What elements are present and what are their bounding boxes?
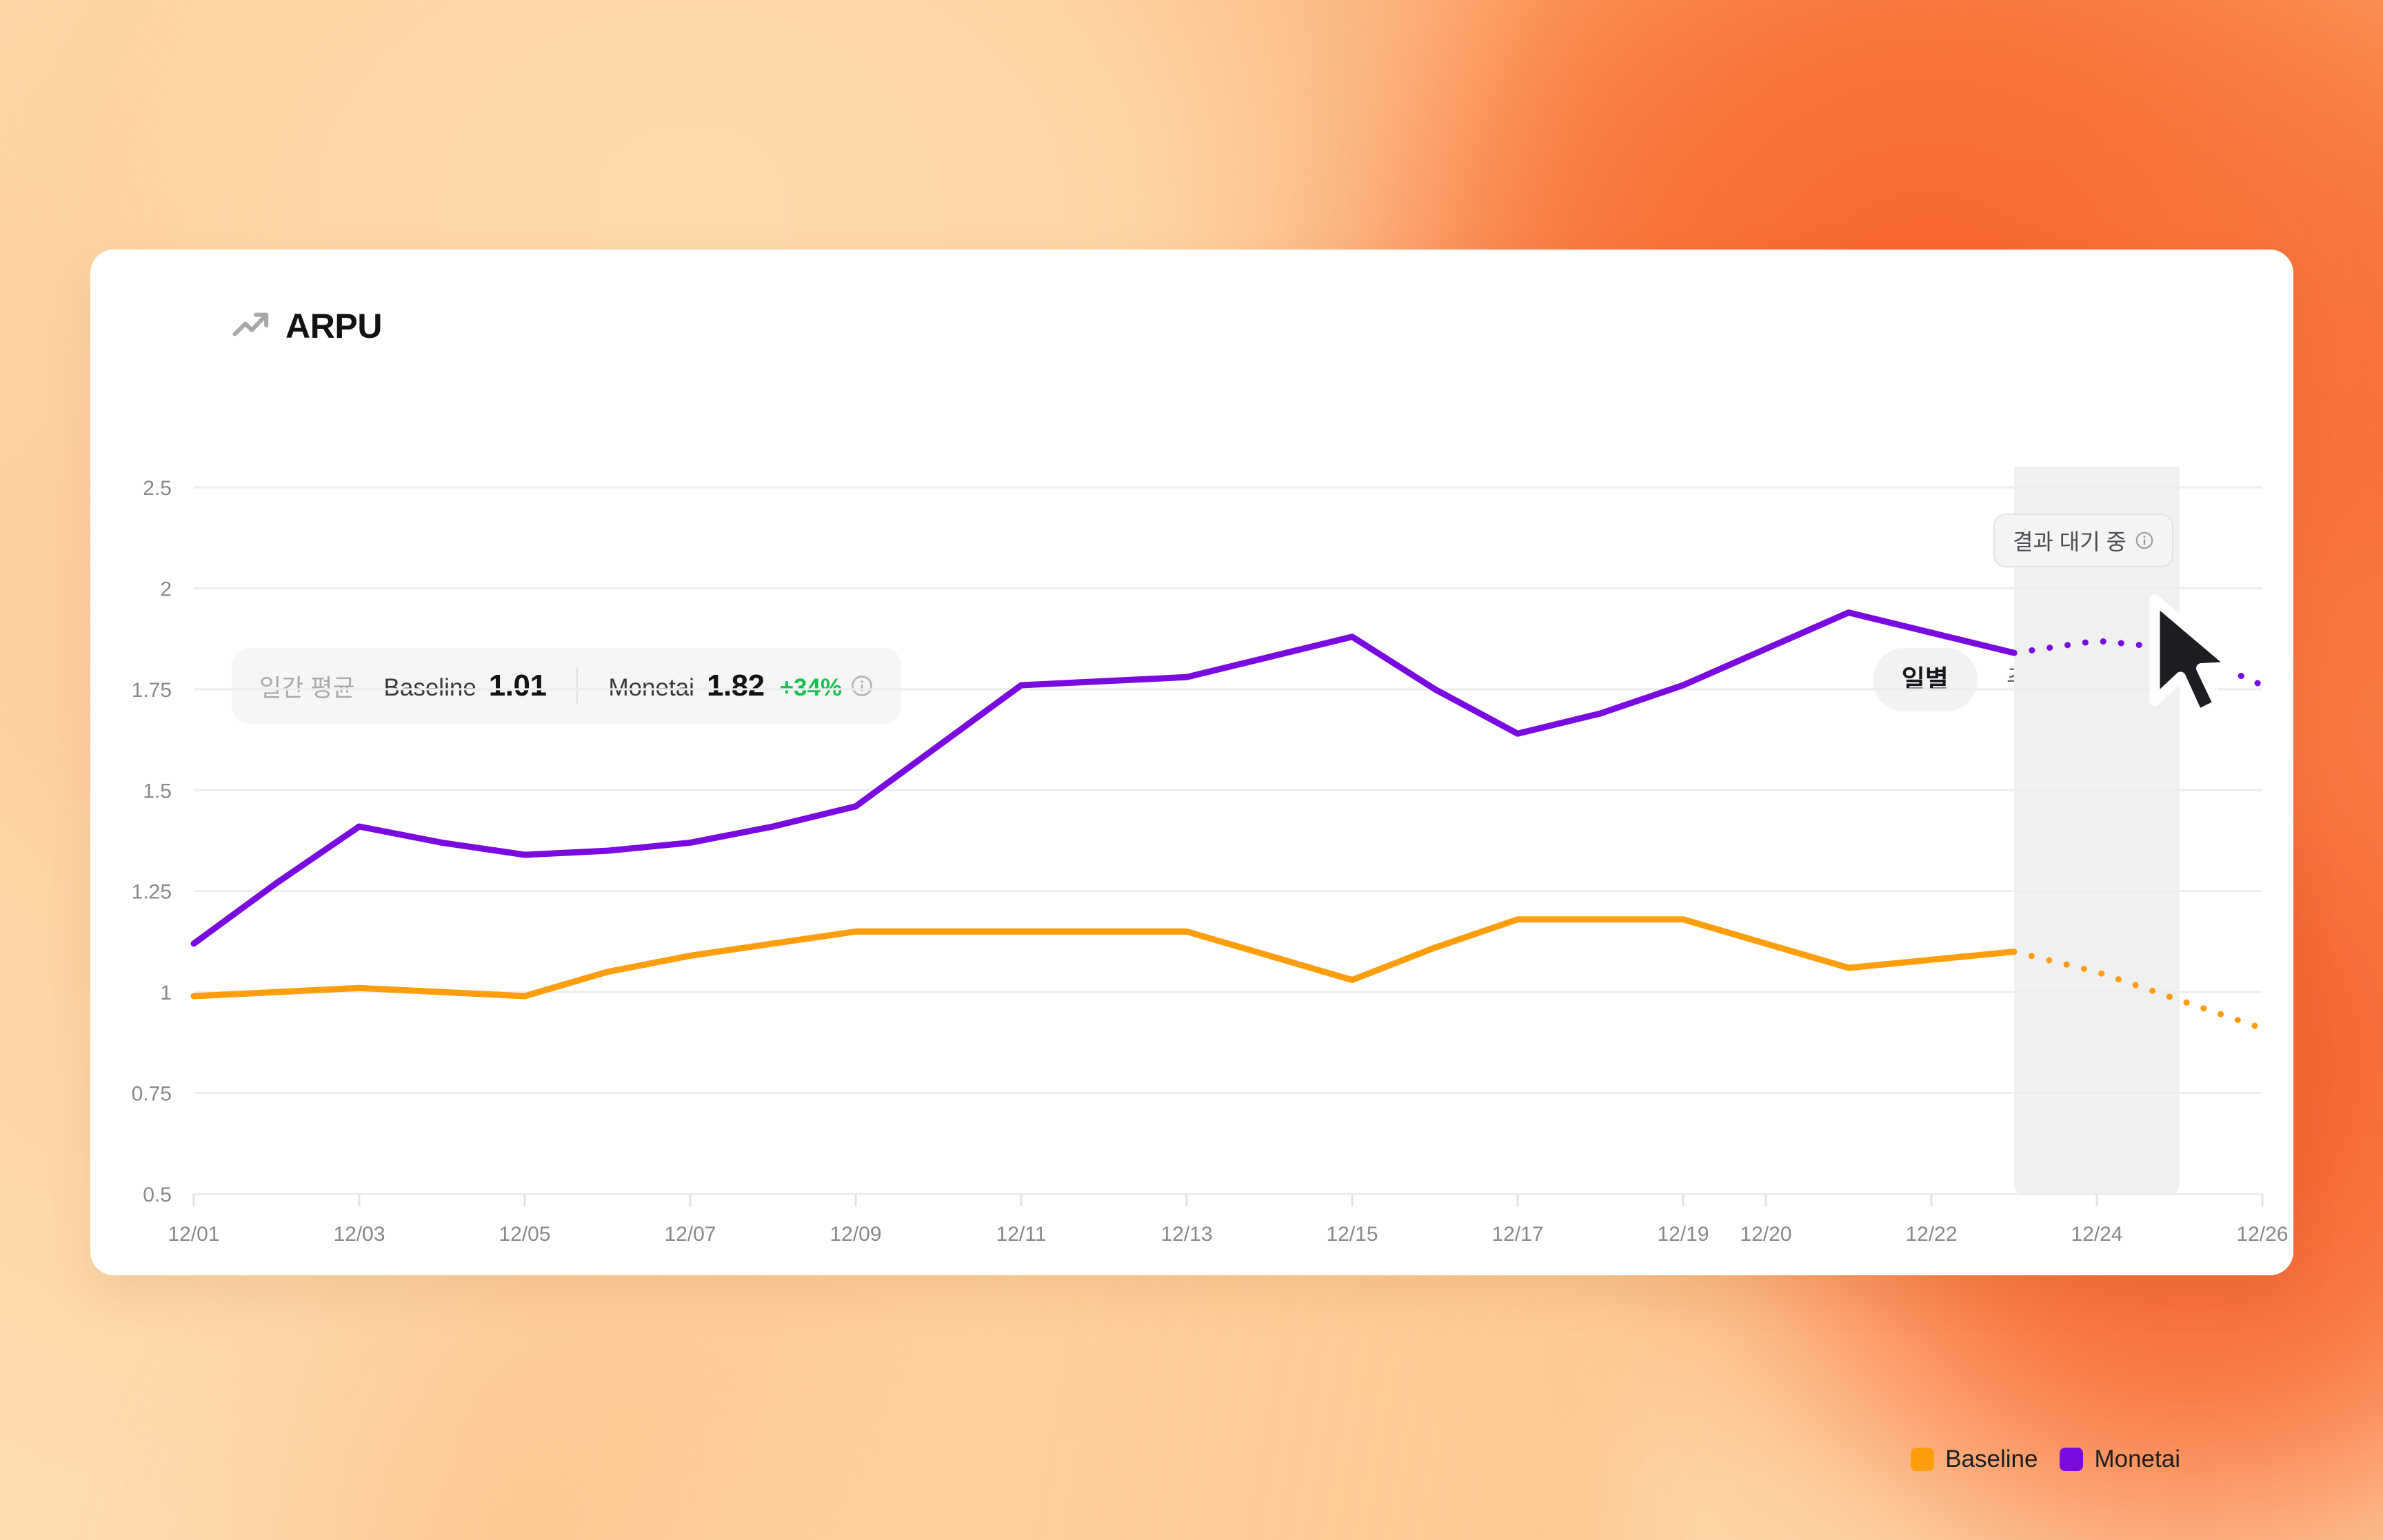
summary-delta-badge: +34% bbox=[779, 674, 843, 701]
info-circle-icon[interactable] bbox=[850, 674, 874, 698]
summary-baseline: Baseline 1.01 bbox=[384, 669, 547, 703]
info-circle-icon[interactable] bbox=[2135, 531, 2154, 550]
y-axis-tick-label: 1.25 bbox=[132, 881, 172, 904]
x-axis-tick-label: 12/19 bbox=[1657, 1223, 1709, 1246]
x-axis-tick-label: 12/07 bbox=[664, 1223, 716, 1246]
arpu-card: ARPU 일간 평균 Baseline 1.01 Monetai 1.82 +3… bbox=[90, 250, 2293, 1472]
x-axis-tick-label: 12/01 bbox=[168, 1223, 219, 1246]
x-axis-tick-label: 12/03 bbox=[333, 1223, 385, 1246]
series-line-baseline bbox=[190, 916, 2018, 1000]
arpu-chart: 0.5 0.75 1 1.25 1.5 1.75 2 2.5 12/01 12/03 12/05 12… bbox=[90, 250, 2293, 1275]
y-axis-tick-label: 1.75 bbox=[132, 679, 172, 702]
x-axis-tick-label: 12/22 bbox=[1905, 1223, 1957, 1246]
summary-baseline-label: Baseline bbox=[383, 674, 476, 701]
page-title: ARPU bbox=[285, 307, 383, 345]
legend-label-baseline: Baseline bbox=[1945, 1446, 2038, 1472]
legend-item-baseline[interactable]: Baseline bbox=[1911, 1446, 2038, 1473]
series-forecast-baseline bbox=[2011, 949, 2266, 1032]
summary-monetai-value: 1.82 bbox=[706, 669, 765, 702]
legend-swatch-baseline bbox=[1911, 1448, 1935, 1471]
legend-swatch-monetai bbox=[2060, 1448, 2084, 1471]
x-axis-tick-label: 12/24 bbox=[2071, 1223, 2122, 1246]
y-axis-tick-label: 2 bbox=[160, 578, 172, 600]
summary-period-label: 일간 평균 bbox=[259, 674, 355, 702]
trending-up-icon bbox=[232, 312, 269, 336]
x-axis-tick-label: 12/17 bbox=[1491, 1223, 1543, 1246]
x-axis-tick-label: 12/26 bbox=[2236, 1223, 2288, 1246]
summary-pill: 일간 평균 Baseline 1.01 Monetai 1.82 +34% bbox=[232, 648, 902, 724]
pending-result-label: 결과 대기 중 bbox=[2013, 529, 2126, 554]
card-header: ARPU bbox=[232, 307, 382, 345]
y-axis-tick-label: 1.5 bbox=[143, 780, 172, 802]
granularity-tabs: 일별 주별 월별 bbox=[1872, 648, 2187, 711]
legend-label-monetai: Monetai bbox=[2094, 1446, 2180, 1472]
pending-result-badge[interactable]: 결과 대기 중 bbox=[1993, 514, 2173, 567]
forecast-band bbox=[2014, 467, 2180, 1194]
chart-legend: Baseline Monetai bbox=[1911, 1446, 2180, 1473]
y-axis-tick-label: 2.5 bbox=[143, 477, 172, 500]
x-axis-tick-label: 12/05 bbox=[499, 1223, 550, 1246]
legend-item-monetai[interactable]: Monetai bbox=[2060, 1446, 2180, 1473]
summary-baseline-value: 1.01 bbox=[488, 669, 547, 702]
y-axis-tick-label: 0.75 bbox=[132, 1083, 172, 1106]
summary-monetai: Monetai 1.82 +34% bbox=[608, 669, 842, 703]
x-axis-tick-label: 12/09 bbox=[829, 1223, 881, 1246]
tab-daily[interactable]: 일별 bbox=[1872, 648, 1978, 711]
summary-monetai-label: Monetai bbox=[608, 674, 694, 701]
summary-divider bbox=[576, 667, 579, 705]
x-axis-tick-label: 12/11 bbox=[996, 1223, 1047, 1246]
x-axis-tick-label: 12/15 bbox=[1326, 1223, 1378, 1246]
tab-weekly[interactable]: 주별 bbox=[2006, 665, 2053, 693]
y-axis-tick-label: 1 bbox=[160, 982, 172, 1004]
x-axis-tick-label: 12/20 bbox=[1740, 1223, 1791, 1246]
y-axis-tick-label: 0.5 bbox=[143, 1184, 172, 1206]
x-axis-tick-label: 12/13 bbox=[1160, 1223, 1212, 1246]
chart-canvas: 0.5 0.75 1 1.25 1.5 1.75 2 2.5 12/01 12/03 12/05 12… bbox=[132, 467, 2289, 1246]
mouse-cursor bbox=[2149, 594, 2240, 720]
